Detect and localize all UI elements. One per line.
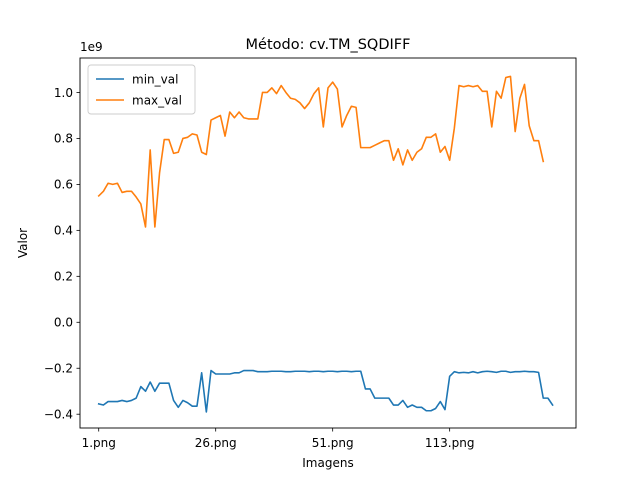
x-tick-label: 26.png xyxy=(195,436,237,450)
y-tick-label: 0.0 xyxy=(54,316,73,330)
x-tick-label: 1.png xyxy=(82,436,116,450)
y-tick-label: 0.8 xyxy=(54,132,73,146)
chart-title: Método: cv.TM_SQDIFF xyxy=(246,37,411,53)
y-tick-label: 1.0 xyxy=(54,86,73,100)
y-tick-label: −0.4 xyxy=(44,408,73,422)
legend: min_val max_val xyxy=(87,64,196,115)
y-axis-label: Valor xyxy=(16,228,30,258)
x-tick-label: 51.png xyxy=(312,436,354,450)
x-axis-label: Imagens xyxy=(302,456,353,470)
legend-label-max-val: max_val xyxy=(132,93,182,107)
y-tick-label: −0.2 xyxy=(44,362,73,376)
axes-frame xyxy=(79,57,577,429)
legend-box xyxy=(87,64,196,115)
y-tick-label: 0.4 xyxy=(54,224,73,238)
legend-label-min-val: min_val xyxy=(132,72,178,86)
x-tick-label: 113.png xyxy=(425,436,475,450)
plot-area: −0.4 −0.2 0.0 0.2 0.4 0.6 0.8 1.0 1.png 26.png 51.… xyxy=(44,75,554,450)
series-line-min-val xyxy=(97,369,554,413)
y-tick-label: 0.2 xyxy=(54,270,73,284)
y-tick-label: 0.6 xyxy=(54,178,73,192)
y-offset-label: 1e9 xyxy=(80,40,103,54)
series-line-max-val xyxy=(97,75,545,228)
